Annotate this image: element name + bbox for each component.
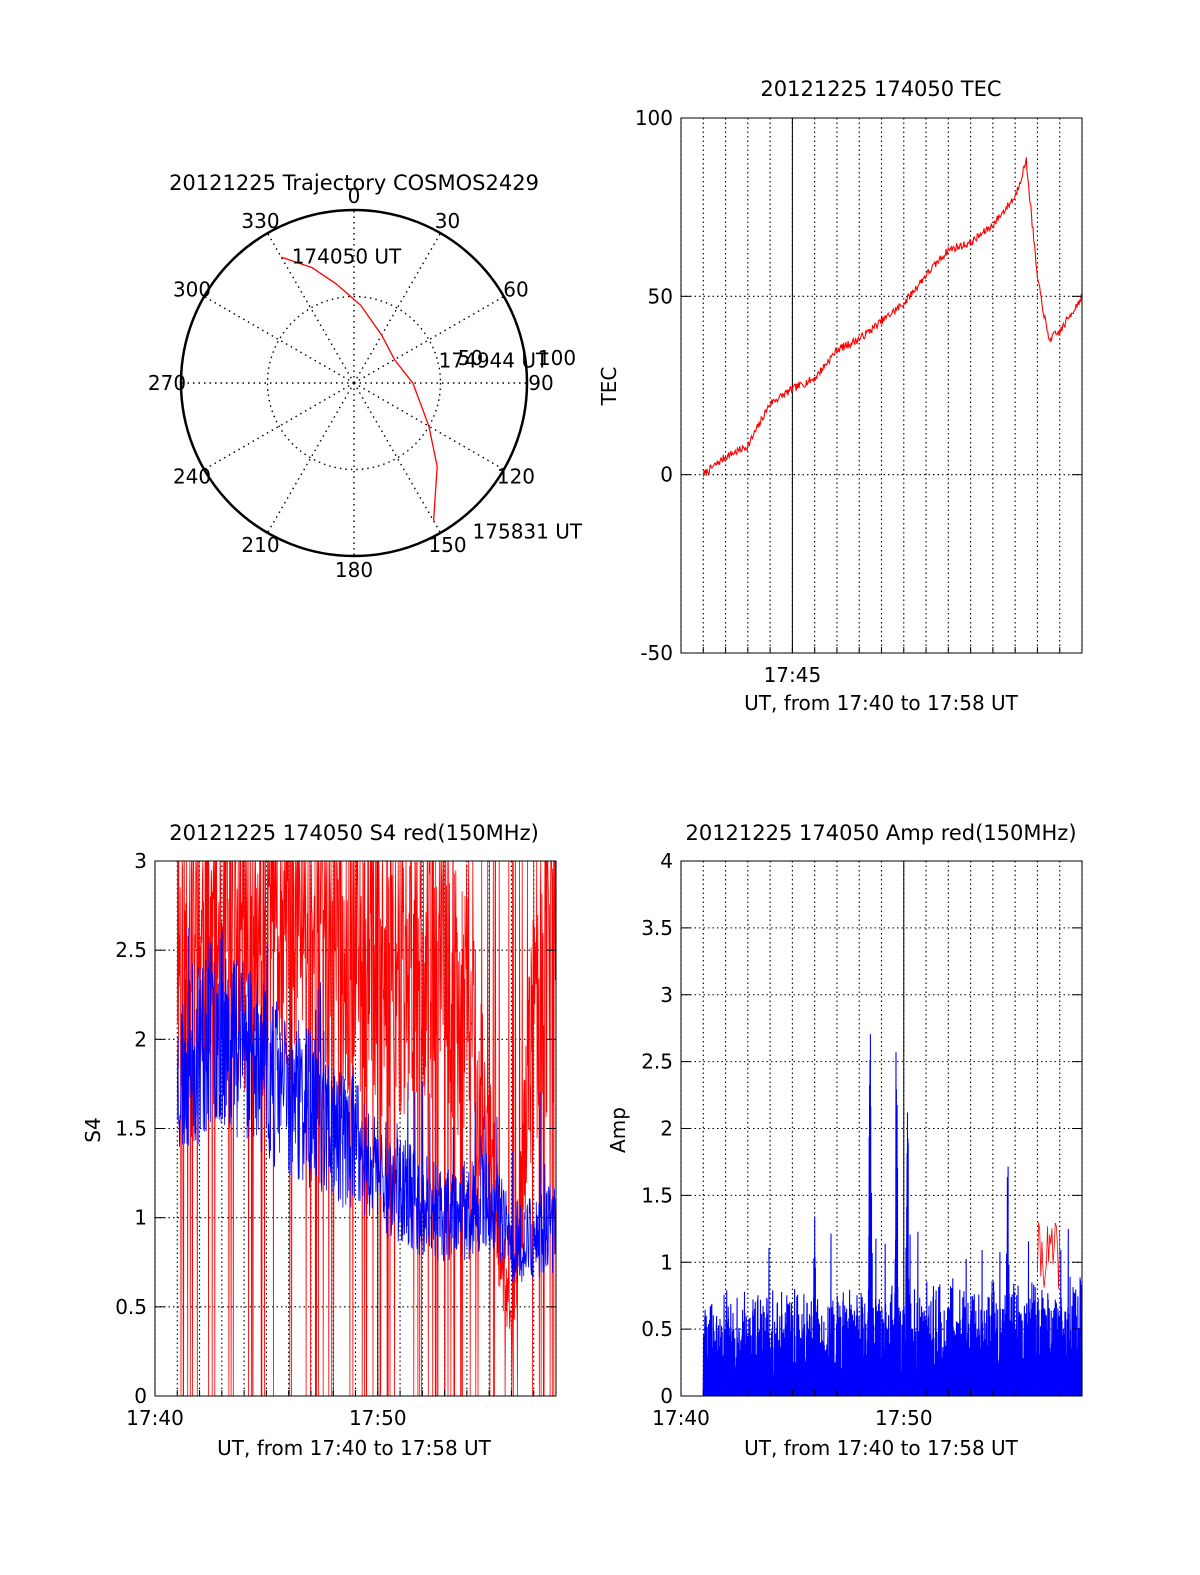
x-tick-label: 17:40 bbox=[126, 1406, 184, 1430]
radial-label: 50 bbox=[458, 346, 483, 370]
tec-ylabel: TEC bbox=[597, 367, 621, 407]
azimuth-label: 60 bbox=[503, 278, 528, 302]
y-tick-label: 2 bbox=[134, 1027, 147, 1051]
trajectory-title: 20121225 Trajectory COSMOS2429 bbox=[169, 171, 539, 195]
y-tick-label: 3 bbox=[134, 849, 147, 873]
y-tick-label: 0.5 bbox=[641, 1317, 673, 1341]
trajectory-time-label: 175831 UT bbox=[473, 519, 583, 543]
amp-red-series bbox=[1037, 1222, 1061, 1289]
azimuth-label: 180 bbox=[335, 558, 373, 582]
tec-series-line bbox=[702, 157, 1083, 477]
y-tick-label: 2 bbox=[660, 1117, 673, 1141]
polar-ring-50 bbox=[266, 295, 442, 471]
y-tick-label: -50 bbox=[640, 641, 673, 665]
s4-xlabel: UT, from 17:40 to 17:58 UT bbox=[217, 1436, 492, 1460]
polar-spoke-210 bbox=[266, 382, 355, 534]
y-tick-label: 0 bbox=[134, 1384, 147, 1408]
s4-blue-series bbox=[176, 921, 557, 1282]
y-tick-label: 1.5 bbox=[115, 1117, 147, 1141]
y-tick-label: 100 bbox=[635, 106, 673, 130]
trajectory-series-line bbox=[281, 256, 438, 521]
tec-title: 20121225 174050 TEC bbox=[760, 77, 1001, 101]
azimuth-label: 240 bbox=[173, 465, 211, 489]
amp-xlabel: UT, from 17:40 to 17:58 UT bbox=[744, 1436, 1019, 1460]
polar-spoke-300 bbox=[203, 295, 355, 384]
azimuth-label: 330 bbox=[241, 209, 279, 233]
azimuth-label: 30 bbox=[435, 209, 460, 233]
azimuth-label: 0 bbox=[348, 184, 361, 208]
trajectory-time-label: 174050 UT bbox=[292, 245, 402, 269]
amp-plot: 20121225 174050 Amp red(150MHz) UT, from… bbox=[606, 821, 1083, 1460]
azimuth-label: 90 bbox=[528, 371, 553, 395]
y-tick-label: 1 bbox=[134, 1206, 147, 1230]
y-tick-label: 0 bbox=[660, 1384, 673, 1408]
tec-plot: 20121225 174050 TEC UT, from 17:40 to 17… bbox=[597, 77, 1083, 715]
polar-spoke-120 bbox=[353, 382, 505, 471]
y-tick-label: 1.5 bbox=[641, 1183, 673, 1207]
y-tick-label: 3 bbox=[660, 983, 673, 1007]
s4-title: 20121225 174050 S4 red(150MHz) bbox=[169, 821, 539, 845]
polar-spoke-330 bbox=[266, 232, 355, 384]
s4-plot: 20121225 174050 S4 red(150MHz) UT, from … bbox=[81, 821, 557, 1460]
x-tick-label: 17:40 bbox=[652, 1406, 710, 1430]
y-tick-label: 3.5 bbox=[641, 916, 673, 940]
amp-title: 20121225 174050 Amp red(150MHz) bbox=[685, 821, 1076, 845]
polar-outer-ring bbox=[179, 208, 529, 558]
azimuth-label: 300 bbox=[173, 278, 211, 302]
amp-ylabel: Amp bbox=[606, 1107, 630, 1153]
azimuth-label: 210 bbox=[241, 533, 279, 557]
amp-blue-series bbox=[702, 1034, 1083, 1397]
azimuth-label: 270 bbox=[148, 371, 186, 395]
x-tick-label: 17:50 bbox=[875, 1406, 933, 1430]
s4-ylabel: S4 bbox=[81, 1117, 105, 1142]
azimuth-label: 120 bbox=[497, 465, 535, 489]
tec-xlabel: UT, from 17:40 to 17:58 UT bbox=[744, 691, 1019, 715]
trajectory-time-label: 174944 UT bbox=[439, 348, 549, 372]
y-tick-label: 2.5 bbox=[641, 1050, 673, 1074]
y-tick-label: 50 bbox=[648, 284, 673, 308]
polar-spoke-60 bbox=[353, 295, 505, 384]
y-tick-label: 0 bbox=[660, 463, 673, 487]
polar-spoke-240 bbox=[203, 382, 355, 471]
x-tick-label: 17:45 bbox=[764, 663, 822, 687]
y-tick-label: 1 bbox=[660, 1250, 673, 1274]
y-tick-label: 2.5 bbox=[115, 938, 147, 962]
polar-spoke-30 bbox=[353, 232, 442, 384]
azimuth-label: 150 bbox=[428, 533, 466, 557]
x-tick-label: 17:50 bbox=[349, 1406, 407, 1430]
y-tick-label: 4 bbox=[660, 849, 673, 873]
y-tick-label: 0.5 bbox=[115, 1295, 147, 1319]
radial-label: 100 bbox=[538, 346, 576, 370]
polar-spoke-150 bbox=[353, 382, 442, 534]
trajectory-polar-plot: 20121225 Trajectory COSMOS2429 0 30 60 90 12… bbox=[148, 171, 583, 582]
